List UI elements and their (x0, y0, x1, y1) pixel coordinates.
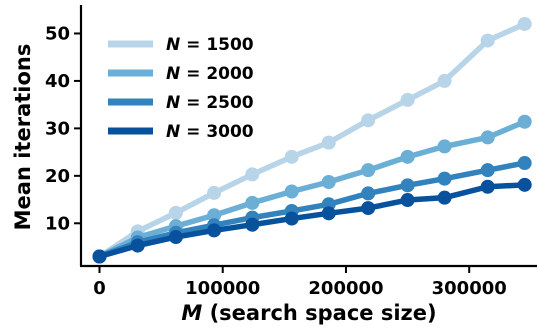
data-point (207, 223, 222, 238)
legend-label-variable: N (166, 122, 180, 142)
data-point (437, 73, 452, 88)
data-point (480, 130, 495, 145)
data-point (361, 186, 376, 201)
legend-label-text: = 2000 (180, 64, 254, 84)
data-point (517, 16, 532, 31)
data-point (517, 114, 532, 129)
legend-label-variable: N (166, 93, 180, 113)
plot-area (92, 16, 532, 264)
data-point (361, 201, 376, 216)
data-point (321, 175, 336, 190)
x-tick-label: 200000 (308, 278, 383, 299)
data-point (92, 249, 107, 264)
legend-item: N = 1500 (108, 35, 254, 55)
data-point (480, 33, 495, 48)
legend-label-text: = 1500 (180, 35, 254, 55)
data-point (400, 149, 415, 164)
y-tick-label: 50 (45, 23, 70, 44)
series-3 (92, 156, 532, 264)
data-point (437, 139, 452, 154)
legend-item: N = 2000 (108, 64, 254, 84)
y-tick-label: 40 (45, 71, 70, 92)
legend-label-text: = 2500 (180, 93, 254, 113)
series-1 (92, 16, 532, 264)
data-point (207, 185, 222, 200)
legend-item: N = 2500 (108, 93, 254, 113)
x-tick-label: 100000 (185, 278, 260, 299)
data-point (284, 211, 299, 226)
data-point (480, 163, 495, 178)
y-tick-label: 20 (45, 166, 70, 187)
legend-label: N = 2000 (166, 64, 254, 84)
data-point (437, 171, 452, 186)
legend-label-variable: N (166, 64, 180, 84)
data-point (168, 230, 183, 245)
y-tick-label: 30 (45, 118, 70, 139)
data-point (517, 177, 532, 192)
legend-label-text: = 3000 (180, 122, 254, 142)
x-ticks: 0 100000 200000 300000 (93, 266, 507, 299)
data-point (321, 135, 336, 150)
legend-label: N = 3000 (166, 122, 254, 142)
y-tick-label: 10 (45, 213, 70, 234)
data-point (245, 167, 260, 182)
data-point (400, 92, 415, 107)
data-point (437, 190, 452, 205)
data-point (168, 205, 183, 220)
x-axis-title-variable: M (181, 301, 202, 325)
data-point (245, 217, 260, 232)
y-axis-title: Mean iterations (11, 44, 35, 231)
x-tick-label: 0 (93, 278, 106, 299)
data-point (207, 208, 222, 223)
data-point (361, 163, 376, 178)
legend-label-variable: N (166, 35, 180, 55)
data-point (480, 179, 495, 194)
data-point (517, 156, 532, 171)
data-point (284, 149, 299, 164)
data-point (400, 178, 415, 193)
x-axis-title-text: (search space size) (202, 301, 436, 325)
data-point (321, 206, 336, 221)
x-axis-title: M (search space size) (181, 301, 436, 325)
legend-label: N = 2500 (166, 93, 254, 113)
data-point (284, 184, 299, 199)
data-point (245, 195, 260, 210)
data-point (130, 238, 145, 253)
series-line (96, 21, 528, 260)
series-4 (92, 177, 532, 264)
data-point (361, 113, 376, 128)
legend-label: N = 1500 (166, 35, 254, 55)
y-ticks: 10 20 30 40 50 (45, 23, 81, 234)
legend-item: N = 3000 (108, 122, 254, 142)
data-point (400, 193, 415, 208)
series-layer (92, 16, 532, 264)
x-tick-label: 300000 (432, 278, 507, 299)
